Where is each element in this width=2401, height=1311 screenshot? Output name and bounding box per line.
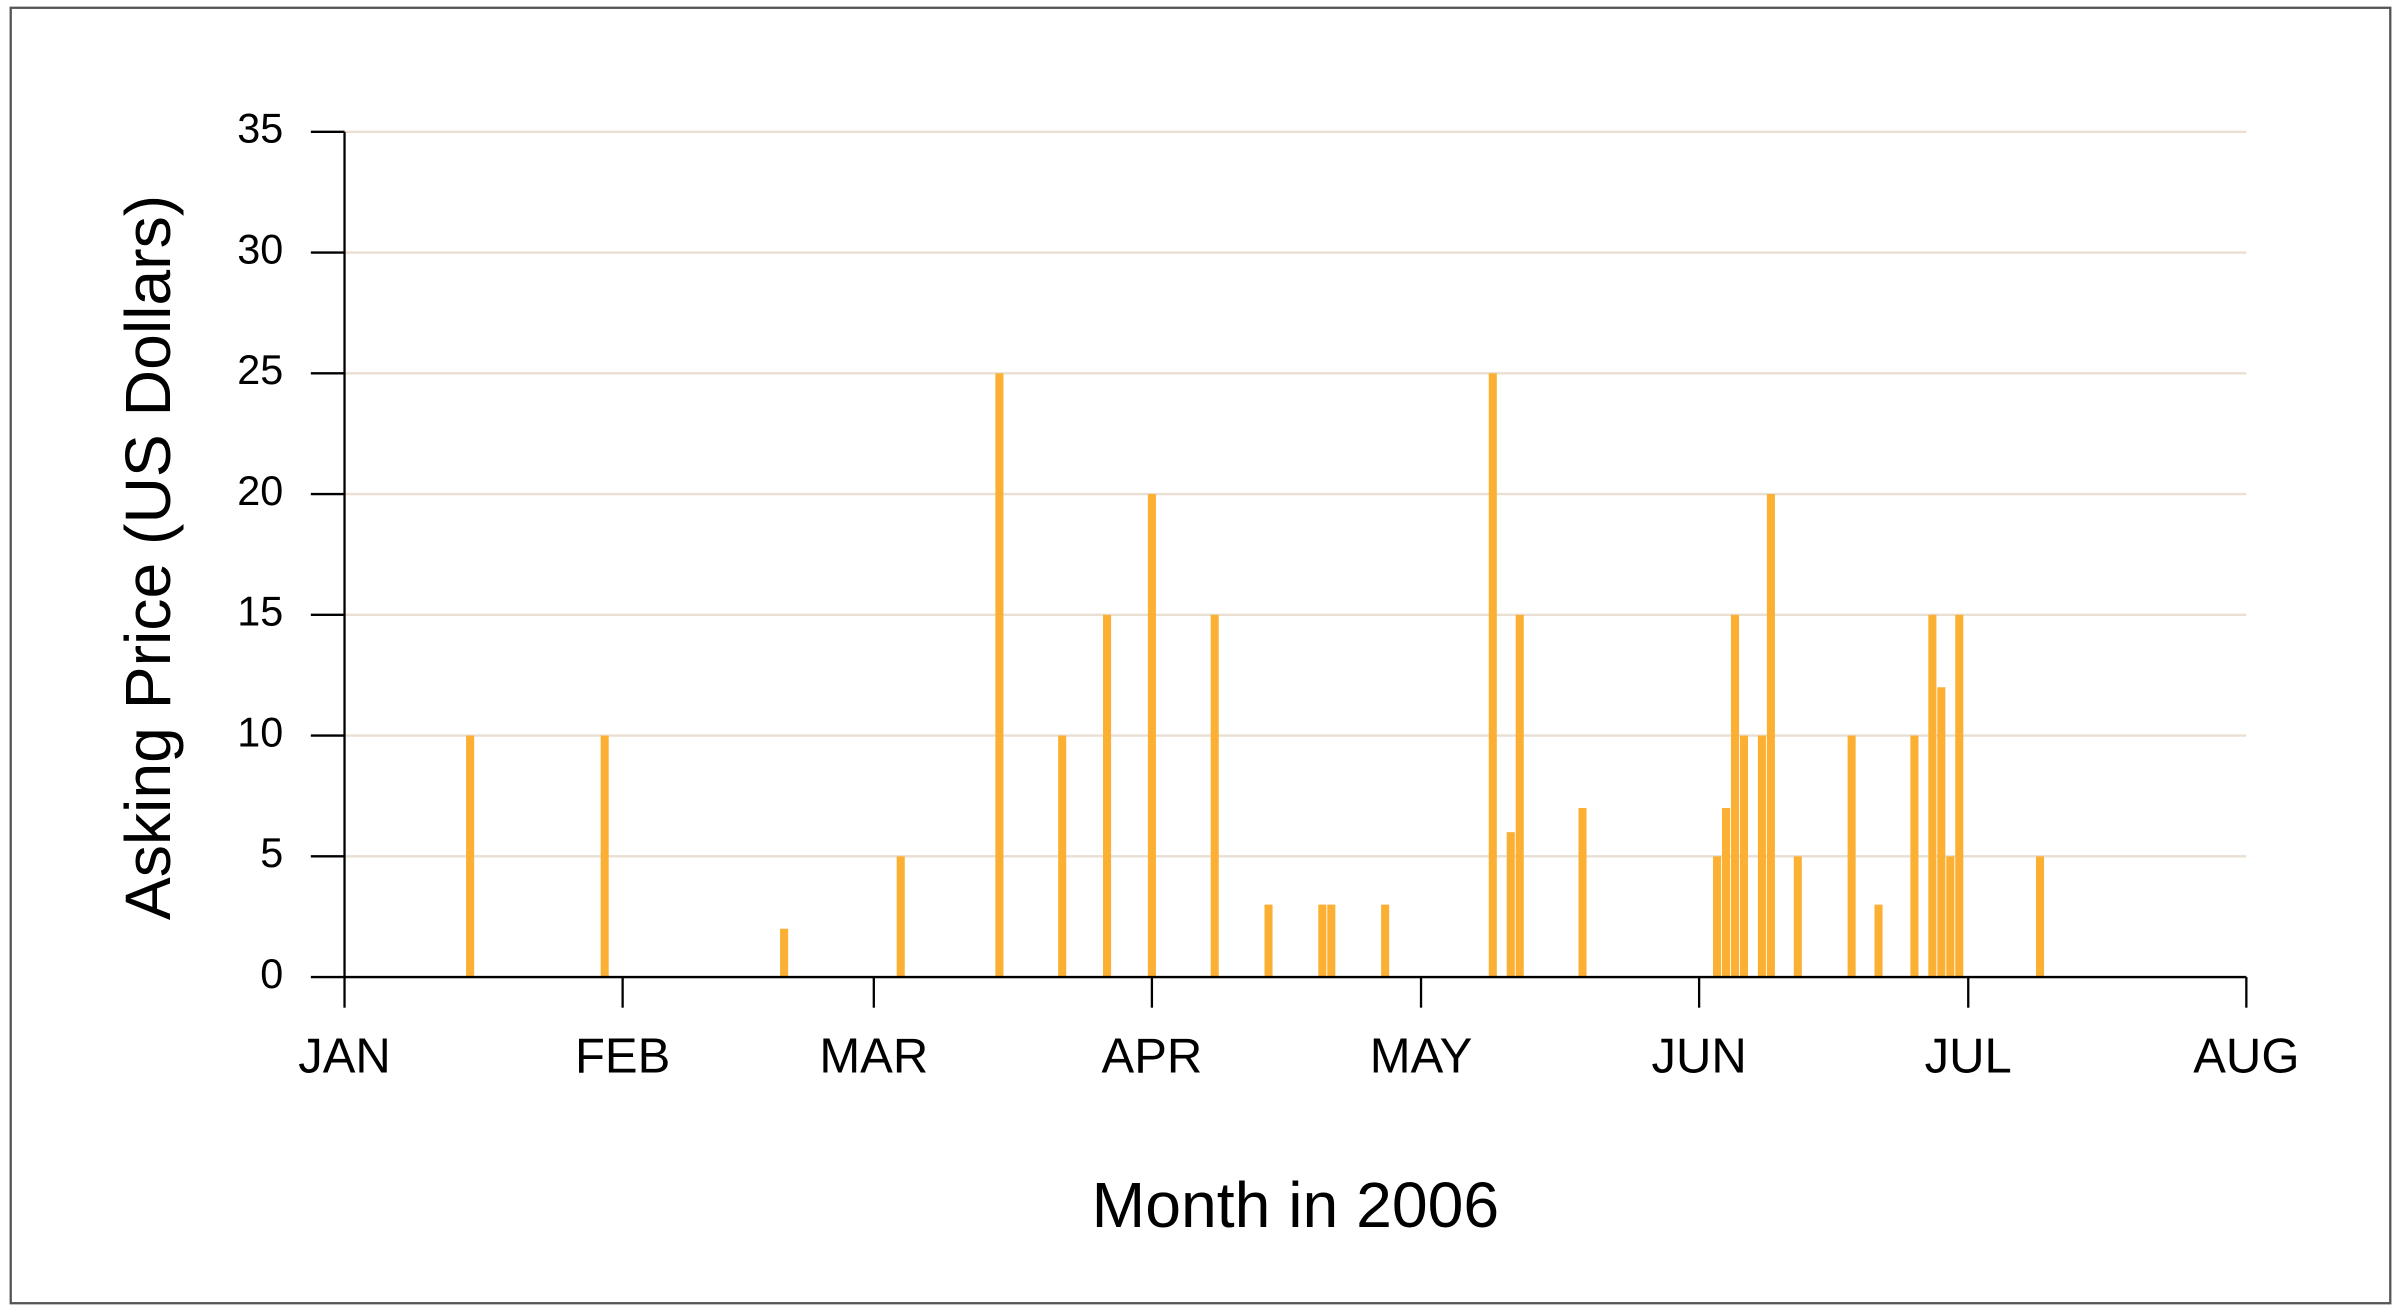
bar — [1578, 808, 1587, 978]
bar — [1955, 614, 1964, 978]
bar — [1210, 614, 1219, 978]
bar — [1874, 904, 1883, 978]
x-axis-label: Month in 2006 — [1092, 1169, 1500, 1241]
bar — [1506, 832, 1515, 978]
y-tick-label: 10 — [237, 709, 283, 755]
bar — [1730, 614, 1740, 978]
bar — [1946, 856, 1955, 978]
bar — [1713, 856, 1722, 978]
chart-frame — [9, 6, 2392, 1305]
y-axis-label: Asking Price (US Dollars) — [112, 195, 184, 920]
bar — [1721, 808, 1731, 978]
bar — [1739, 735, 1749, 978]
y-tick-label: 20 — [237, 468, 283, 514]
y-tick-label: 35 — [237, 106, 283, 152]
bar — [1103, 614, 1112, 978]
x-tick-label: FEB — [575, 1030, 670, 1084]
bar — [1318, 904, 1327, 978]
bar — [1147, 494, 1156, 978]
bar — [995, 373, 1004, 978]
bar — [1766, 494, 1775, 978]
bar — [1847, 735, 1856, 978]
bar — [1937, 687, 1946, 978]
bar — [1793, 856, 1802, 978]
bar — [600, 735, 609, 978]
y-tick-label: 25 — [237, 347, 283, 393]
bar — [1757, 735, 1766, 978]
x-tick-label: JUN — [1651, 1030, 1746, 1084]
bar — [1910, 735, 1919, 978]
x-tick-label: JUL — [1925, 1030, 2012, 1084]
y-tick-label: 0 — [260, 951, 283, 997]
bar — [1488, 373, 1497, 978]
bar — [2035, 856, 2045, 978]
bar — [1381, 904, 1390, 978]
x-tick-label: MAY — [1370, 1030, 1473, 1084]
x-tick-label: APR — [1102, 1030, 1203, 1084]
bar — [1515, 614, 1524, 978]
bar — [1928, 614, 1937, 978]
x-tick-label: JAN — [298, 1030, 391, 1084]
bar — [1264, 904, 1273, 978]
y-tick-label: 15 — [237, 589, 283, 635]
y-tick-label: 5 — [260, 830, 283, 876]
y-tick-label: 30 — [237, 226, 283, 272]
x-tick-label: MAR — [819, 1030, 928, 1084]
bar — [780, 928, 789, 978]
bar — [1327, 904, 1336, 978]
bar — [1058, 735, 1067, 978]
bar — [466, 735, 475, 978]
bar — [896, 856, 905, 978]
x-tick-label: AUG — [2193, 1030, 2299, 1084]
